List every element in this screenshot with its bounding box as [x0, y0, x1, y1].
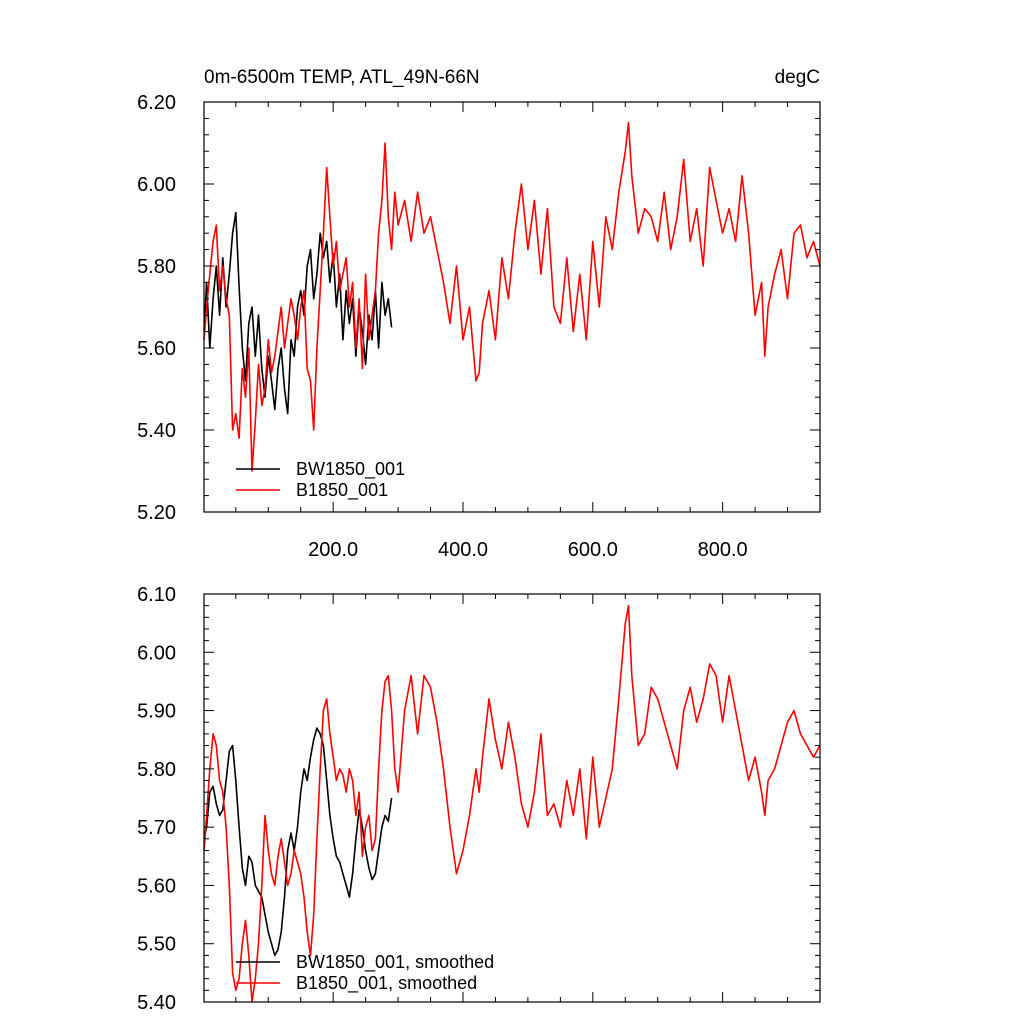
x-tick-label: 800.0 — [698, 539, 748, 561]
series-line-2 — [203, 604, 821, 1003]
y-tick-label: 5.40 — [137, 420, 176, 442]
y-tick-label: 6.00 — [137, 642, 176, 664]
legend-label: BW1850_001 — [296, 459, 405, 480]
plot-frame — [203, 593, 821, 1003]
y-tick-label: 5.60 — [137, 875, 176, 897]
y-tick-label: 6.20 — [137, 92, 176, 114]
y-tick-label: 5.60 — [137, 338, 176, 360]
y-tick-label: 5.90 — [137, 701, 176, 723]
series-line-1 — [203, 211, 393, 415]
x-tick-label: 400.0 — [438, 539, 488, 561]
top-chart: 0m-6500m TEMP, ATL_49N-66N degC 5.20 5.40… — [137, 67, 821, 561]
bottom-chart: 5.40 5.50 5.60 5.70 5.80 5.90 6.00 6.10 BW1850_0… — [137, 584, 821, 1014]
x-tick-label: 600.0 — [568, 539, 618, 561]
chart-title: 0m-6500m TEMP, ATL_49N-66N — [204, 67, 480, 88]
y-tick-label: 5.80 — [137, 256, 176, 278]
legend-label: BW1850_001, smoothed — [296, 952, 494, 973]
y-tick-label: 6.00 — [137, 174, 176, 196]
y-tick-label: 5.70 — [137, 817, 176, 839]
y-tick-label: 5.50 — [137, 934, 176, 956]
legend-label: B1850_001 — [296, 480, 388, 501]
legend-label: B1850_001, smoothed — [296, 973, 477, 994]
y-tick-label: 5.40 — [137, 992, 176, 1014]
units-label: degC — [775, 67, 820, 88]
x-tick-label: 200.0 — [308, 539, 358, 561]
y-tick-label: 5.20 — [137, 502, 176, 524]
series-line-2 — [203, 121, 821, 472]
y-tick-label: 5.80 — [137, 759, 176, 781]
plot-frame — [203, 101, 821, 513]
y-tick-label: 6.10 — [137, 584, 176, 606]
